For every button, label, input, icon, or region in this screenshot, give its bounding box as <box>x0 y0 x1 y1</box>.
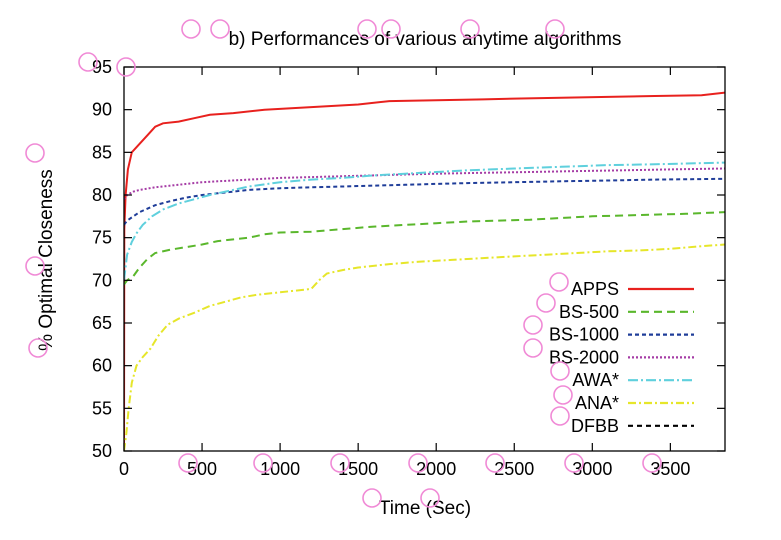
marker-circle <box>564 453 584 473</box>
marker-circle <box>28 338 48 358</box>
marker-circle <box>536 293 556 313</box>
y-tick-label: 50 <box>92 441 112 461</box>
marker-circle <box>178 453 198 473</box>
legend-label-0: APPS <box>571 279 619 299</box>
y-tick-label: 80 <box>92 185 112 205</box>
annotation-markers <box>25 19 662 508</box>
y-tick-label: 90 <box>92 100 112 120</box>
y-tick-label: 75 <box>92 228 112 248</box>
y-tick-label: 55 <box>92 398 112 418</box>
x-tick-label: 2000 <box>416 459 456 479</box>
marker-circle <box>549 272 569 292</box>
chart-title: b) Performances of various anytime algor… <box>229 29 622 50</box>
series-line-4 <box>124 161 725 281</box>
marker-circle <box>408 453 428 473</box>
marker-circle <box>357 19 377 39</box>
series-line-1 <box>124 211 725 286</box>
legend-label-3: BS-2000 <box>549 347 619 367</box>
y-tick-label: 70 <box>92 270 112 290</box>
marker-circle <box>460 19 480 39</box>
marker-circle <box>553 385 573 405</box>
marker-circle <box>181 19 201 39</box>
y-tick-label: 85 <box>92 142 112 162</box>
marker-circle <box>545 19 565 39</box>
marker-circle <box>116 57 136 77</box>
y-tick-label: 60 <box>92 356 112 376</box>
marker-circle <box>523 338 543 358</box>
y-tick-label: 65 <box>92 313 112 333</box>
marker-circle <box>330 453 350 473</box>
series-line-0 <box>124 91 725 451</box>
x-tick-label: 3500 <box>650 459 690 479</box>
x-tick-label: 2500 <box>494 459 534 479</box>
legend-label-2: BS-1000 <box>549 325 619 345</box>
series-line-3 <box>124 167 725 200</box>
marker-circle <box>210 19 230 39</box>
legend-label-4: AWA* <box>572 370 619 390</box>
marker-circle <box>485 453 505 473</box>
x-tick-label: 3000 <box>572 459 612 479</box>
marker-circle <box>381 19 401 39</box>
series-layer <box>124 91 725 451</box>
marker-circle <box>78 52 98 72</box>
marker-circle <box>362 488 382 508</box>
marker-circle <box>420 488 440 508</box>
y-axis-label: % Optimal Closeness <box>36 169 57 351</box>
legend-label-5: ANA* <box>575 393 619 413</box>
plot-frame <box>123 66 726 452</box>
marker-circle <box>253 453 273 473</box>
marker-circle <box>550 406 570 426</box>
x-tick-label: 0 <box>119 459 129 479</box>
legend-label-1: BS-500 <box>559 302 619 322</box>
x-tick-label: 1000 <box>260 459 300 479</box>
x-axis-label: Time (Sec) <box>379 498 471 519</box>
x-tick-label: 1500 <box>338 459 378 479</box>
series-line-5 <box>124 243 725 451</box>
marker-circle <box>550 361 570 381</box>
legend-label-6: DFBB <box>571 416 619 436</box>
marker-circle <box>25 256 45 276</box>
marker-circle <box>25 143 45 163</box>
series-line-2 <box>124 177 725 226</box>
x-tick-label: 500 <box>187 459 217 479</box>
marker-circle <box>642 453 662 473</box>
marker-circle <box>523 315 543 335</box>
